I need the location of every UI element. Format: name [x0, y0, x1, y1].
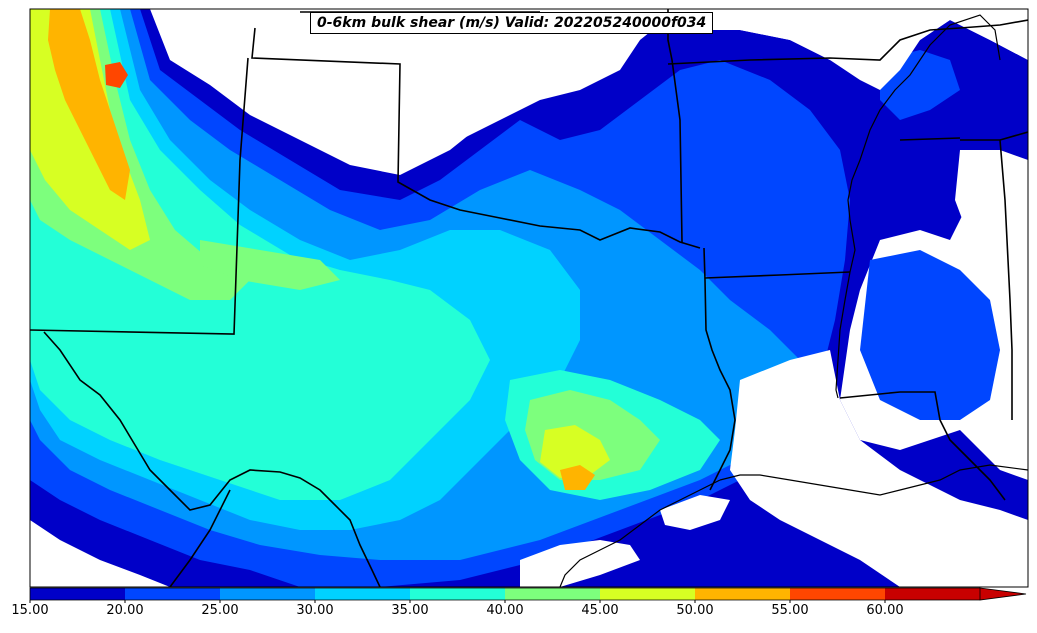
- white-area-6: [520, 540, 640, 587]
- colorbar-tick-label: 50.00: [676, 603, 714, 618]
- white-area-4: [955, 150, 1028, 260]
- white-area-3: [730, 350, 1028, 587]
- colorbar-tick-label: 35.00: [391, 603, 429, 618]
- white-area-5: [30, 520, 170, 587]
- contour-50b: [560, 465, 595, 490]
- colorbar-tick-label: 30.00: [296, 603, 334, 618]
- contour-50: [48, 9, 130, 200]
- white-area-1: [200, 9, 640, 150]
- colorbar-segment: [600, 588, 696, 600]
- colorbar-labels: 15.00 20.00 25.00 30.00 35.00 40.00 45.00 50.00…: [0, 603, 1037, 623]
- colorbar-tick-label: 25.00: [201, 603, 239, 618]
- colorbar-segment: [125, 588, 221, 600]
- contour-55: [105, 62, 128, 88]
- colorbar-tick-label: 40.00: [486, 603, 524, 618]
- contour-45b: [540, 425, 610, 478]
- colorbar-segment: [30, 588, 126, 600]
- colorbar-tick-label: 60.00: [866, 603, 904, 618]
- coastline: [559, 14, 1028, 587]
- colorbar-tick-label: 15.00: [11, 603, 49, 618]
- colorbar-segment: [695, 588, 791, 600]
- map-title: 0-6km bulk shear (m/s) Valid: 2022052400…: [310, 12, 714, 34]
- shear-contours: [30, 9, 1028, 587]
- colorbar-tick-label: 45.00: [581, 603, 619, 618]
- white-area-2: [720, 9, 1028, 90]
- colorbar-segment: [790, 588, 886, 600]
- colorbar-extend-arrow: [979, 587, 1027, 601]
- political-borders: [30, 9, 1028, 587]
- colorbar-segment: [410, 588, 506, 600]
- colorbar-tick-label: 20.00: [106, 603, 144, 618]
- white-area-7: [660, 495, 730, 530]
- contour-40c: [200, 240, 340, 290]
- colorbar-tick-label: 55.00: [771, 603, 809, 618]
- colorbar: [29, 587, 1027, 603]
- colorbar-segment: [315, 588, 411, 600]
- colorbar-segment: [885, 588, 981, 600]
- map-frame: [29, 8, 1029, 588]
- contour-20b: [860, 250, 1000, 420]
- colorbar-segment: [505, 588, 601, 600]
- colorbar-segment: [220, 588, 316, 600]
